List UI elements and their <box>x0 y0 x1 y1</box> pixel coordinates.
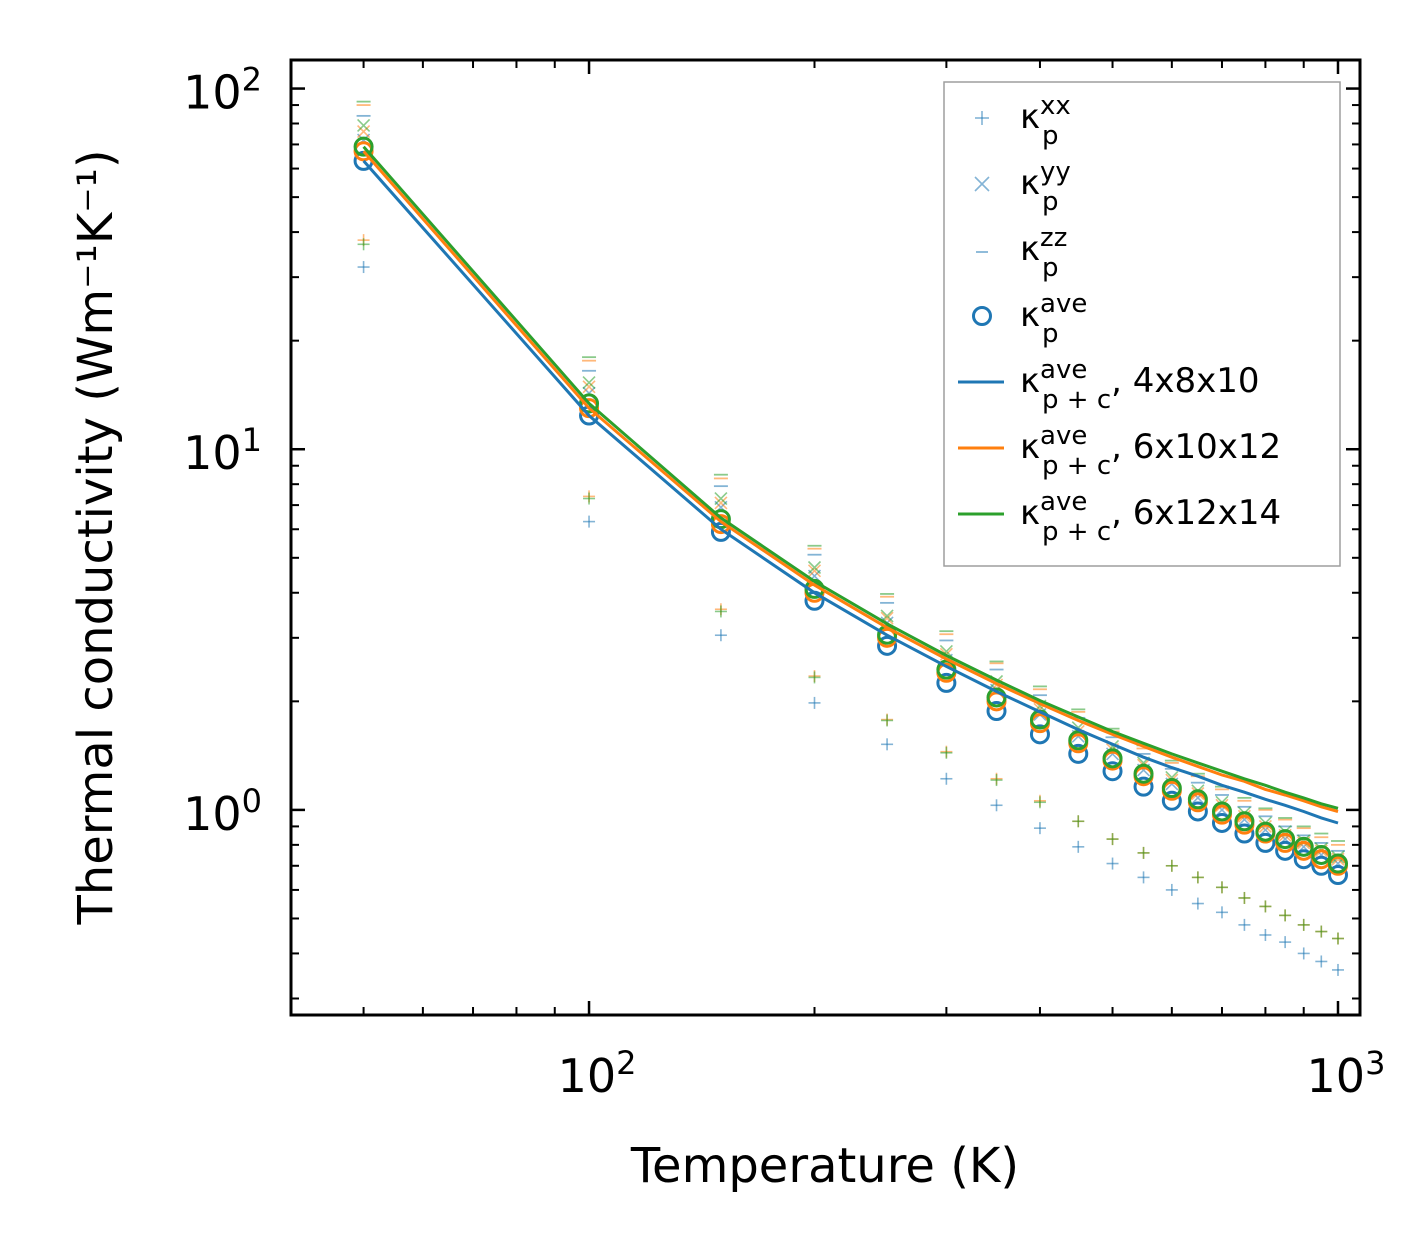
kyy-marker <box>582 380 596 394</box>
kave-marker <box>1311 844 1332 865</box>
kave-marker <box>579 393 600 414</box>
y-tick-label: 102 <box>183 61 262 120</box>
kyy-marker <box>357 124 371 139</box>
kave-marker <box>1234 823 1255 844</box>
kyy-marker <box>357 118 371 133</box>
tick-labels: 102 103 100 101 102 <box>183 61 1385 1103</box>
x-tick-label: 103 <box>1307 1044 1386 1103</box>
kave-marker <box>1161 790 1182 811</box>
legend-label: κave p <box>1020 289 1087 349</box>
legend-label: κave p + c, 4x8x10 <box>1020 355 1260 415</box>
y-axis-label: Thermal conductivity (Wm⁻¹K⁻¹) <box>68 149 124 925</box>
kave-marker <box>1187 801 1208 822</box>
kave-marker <box>1275 829 1296 850</box>
plot-frame <box>289 58 1362 1017</box>
kave-marker <box>986 687 1007 708</box>
legend-box <box>943 81 1341 567</box>
kave-marker <box>1211 801 1232 822</box>
legend-circle-marker <box>972 306 992 326</box>
kave-marker <box>1187 789 1208 810</box>
kave-marker <box>936 672 957 693</box>
kave-marker <box>1102 761 1123 782</box>
kave-marker <box>1327 853 1348 874</box>
kyy-marker <box>714 496 728 510</box>
y-tick-label: 101 <box>183 421 262 480</box>
kave-marker <box>1068 743 1089 764</box>
kave-marker <box>1133 763 1154 784</box>
kave-marker <box>1234 811 1255 832</box>
legend-label: κxx p <box>1020 91 1071 151</box>
legend-label: κyy p <box>1020 157 1071 217</box>
x-axis-label: Temperature (K) <box>630 1138 1019 1194</box>
x-tick-label: 102 <box>558 1044 637 1103</box>
kyy-marker <box>807 564 822 578</box>
kave-marker <box>1029 724 1050 745</box>
data-lines <box>362 145 1339 825</box>
kave-marker <box>877 635 898 656</box>
kave-marker <box>1327 864 1348 885</box>
legend-label: κzz p <box>1020 223 1067 283</box>
kave-marker <box>353 136 374 157</box>
kave-marker <box>1275 840 1296 861</box>
kave-marker <box>1161 778 1182 799</box>
legend-label: κave p + c, 6x12x14 <box>1020 487 1281 547</box>
y-tick-label: 100 <box>183 782 262 841</box>
legend-label: κave p + c, 6x10x12 <box>1020 421 1281 481</box>
kave-marker <box>1068 730 1089 751</box>
kave-marker <box>1255 821 1276 842</box>
kyy-marker <box>807 560 822 575</box>
kave-marker <box>1211 812 1232 833</box>
kpc-line-6x12x14 <box>362 145 1339 810</box>
kave-marker <box>1102 748 1123 769</box>
legend-x-marker <box>974 176 990 192</box>
kave-marker <box>986 701 1007 722</box>
kpc-line-6x10x12 <box>362 150 1339 813</box>
kyy-marker <box>582 376 596 390</box>
kave-marker <box>1255 832 1276 853</box>
kave-marker <box>1133 776 1154 797</box>
kpc-line-4x8x10 <box>362 159 1339 825</box>
kave-marker <box>1293 836 1314 857</box>
kyy-marker <box>714 491 728 506</box>
